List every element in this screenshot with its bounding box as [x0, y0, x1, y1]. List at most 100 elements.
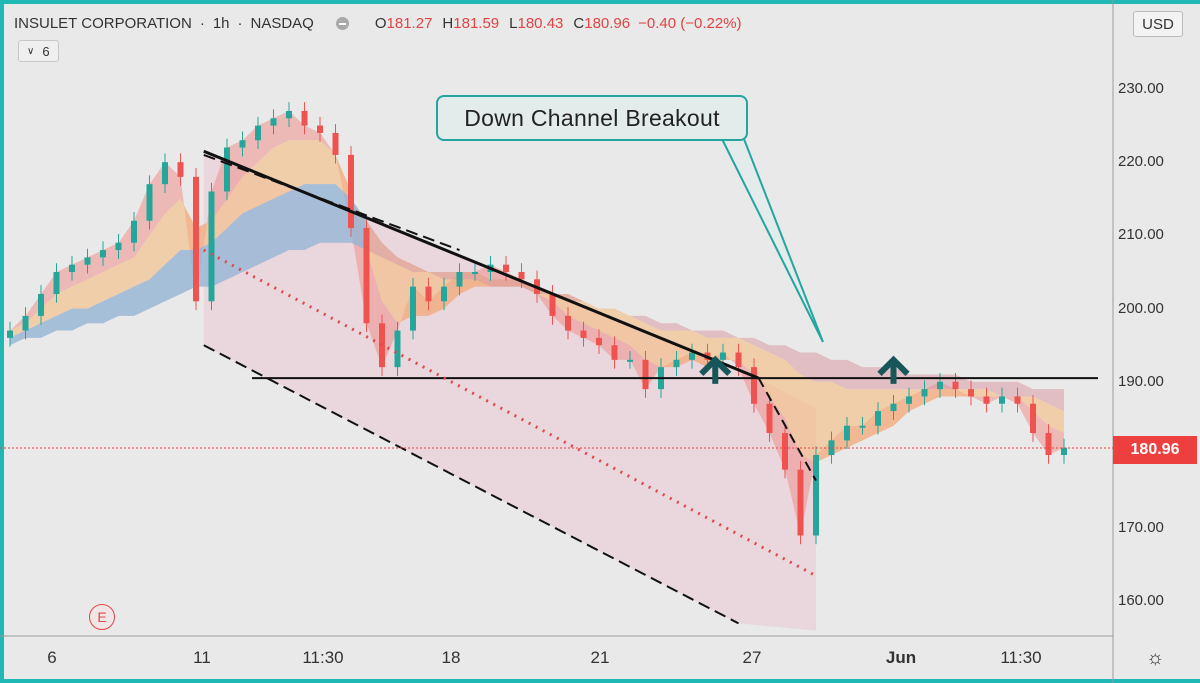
breakout-arrow-head	[877, 355, 910, 376]
market-status-icon[interactable]	[335, 16, 349, 30]
time-tick-label: 11:30	[1000, 648, 1042, 667]
candle-body	[673, 359, 680, 368]
candle-body	[224, 147, 230, 192]
time-tick-label: Jun	[885, 648, 917, 667]
low-value: 180.43	[517, 14, 564, 32]
candle-body	[952, 381, 959, 390]
candle-body	[720, 352, 726, 360]
candle-body	[875, 411, 881, 426]
channel-fill	[203, 151, 816, 631]
candle-body	[363, 228, 370, 324]
legend: INSULET CORPORATION · 1h · NASDAQ O 181.…	[14, 12, 742, 34]
candle-body	[177, 162, 184, 177]
candle-body	[968, 389, 974, 397]
interval-label[interactable]: 1h	[212, 14, 230, 32]
time-tick-label: 6	[47, 648, 57, 667]
candle-body	[906, 396, 912, 404]
candle-body	[580, 330, 587, 338]
candle-body	[301, 110, 308, 126]
candle-body	[1061, 447, 1067, 455]
candle-body	[410, 286, 416, 331]
candle-body	[828, 440, 835, 455]
separator-dot-2: ·	[237, 14, 243, 32]
last-price-tag: 180.96	[1113, 436, 1197, 464]
candle-body	[766, 403, 773, 434]
candle-body	[782, 433, 788, 470]
candle-body	[518, 272, 525, 280]
candle-body	[1045, 433, 1052, 455]
candle-body	[332, 132, 339, 155]
candle-body	[69, 264, 75, 272]
price-tick-label: 230.00	[1118, 80, 1164, 97]
candle-body	[983, 396, 990, 404]
candle-body	[84, 257, 91, 265]
channel-upper-extension	[757, 377, 817, 482]
candle-body	[565, 315, 571, 331]
ribbon-early-blue	[10, 184, 367, 346]
close-value: 180.96	[584, 14, 631, 32]
breakout-arrow-head	[699, 355, 732, 376]
gear-icon[interactable]: ☼	[1146, 647, 1165, 669]
price-tick-label: 220.00	[1118, 153, 1164, 171]
candle-body	[611, 345, 618, 360]
time-tick-label: 21	[590, 648, 610, 667]
change-value: −0.40 (−0.22%)	[638, 14, 742, 32]
candle-body	[379, 323, 385, 368]
time-tick-label: 11:30	[302, 648, 344, 667]
candle-body	[162, 162, 168, 185]
candle-body	[456, 272, 463, 287]
close-key: C	[573, 14, 585, 32]
candle-body	[549, 293, 556, 316]
candle-body	[441, 286, 447, 302]
candle-body	[100, 250, 106, 258]
candle-body	[735, 352, 742, 368]
candle-body	[890, 403, 897, 412]
candle-body	[937, 381, 943, 390]
price-tick-label: 170.00	[1118, 519, 1164, 537]
candle-body	[921, 389, 928, 397]
candle-body	[394, 330, 401, 368]
candle-body	[239, 140, 246, 148]
callout-pointer	[720, 138, 824, 343]
exchange-label: NASDAQ	[250, 14, 314, 32]
indicator-count: 6	[42, 43, 50, 59]
symbol-name[interactable]: INSULET CORPORATION	[14, 14, 192, 32]
open-value: 181.27	[386, 14, 433, 32]
candle-body	[751, 367, 757, 404]
candle-body	[7, 330, 13, 338]
chevron-down-icon: ∨	[27, 45, 35, 57]
candle-body	[255, 125, 261, 141]
time-tick-label: 11	[193, 648, 211, 667]
candle-body	[146, 184, 153, 221]
candle-body	[859, 425, 866, 428]
breakout-callout[interactable]: Down Channel Breakout	[436, 95, 748, 141]
channel-lower-line	[203, 344, 739, 625]
candle-body	[348, 154, 354, 229]
candle-body	[596, 337, 602, 346]
ribbon-slow-mid	[10, 140, 1064, 463]
price-tick-label: 190.00	[1118, 372, 1164, 390]
candle-body	[503, 264, 509, 272]
candle-body	[813, 455, 819, 536]
candle-body	[193, 176, 199, 302]
currency-button[interactable]: USD	[1133, 11, 1183, 37]
low-key: L	[509, 14, 518, 32]
candle-body	[627, 359, 633, 362]
candle-body	[797, 469, 804, 536]
price-tick-label: 160.00	[1118, 592, 1164, 610]
earnings-marker[interactable]: E	[89, 604, 115, 630]
candle-body	[642, 359, 649, 390]
candle-body	[270, 118, 277, 126]
high-key: H	[442, 14, 454, 32]
candle-body	[1014, 396, 1021, 404]
indicators-toggle-button[interactable]: ∨ 6	[18, 40, 59, 62]
price-tick-label: 210.00	[1118, 226, 1164, 244]
high-value: 181.59	[453, 14, 500, 32]
time-tick-label: 18	[441, 648, 461, 667]
candle-body	[286, 110, 292, 119]
candle-body	[115, 242, 122, 251]
candle-body	[317, 125, 323, 133]
candle-body	[38, 293, 44, 316]
